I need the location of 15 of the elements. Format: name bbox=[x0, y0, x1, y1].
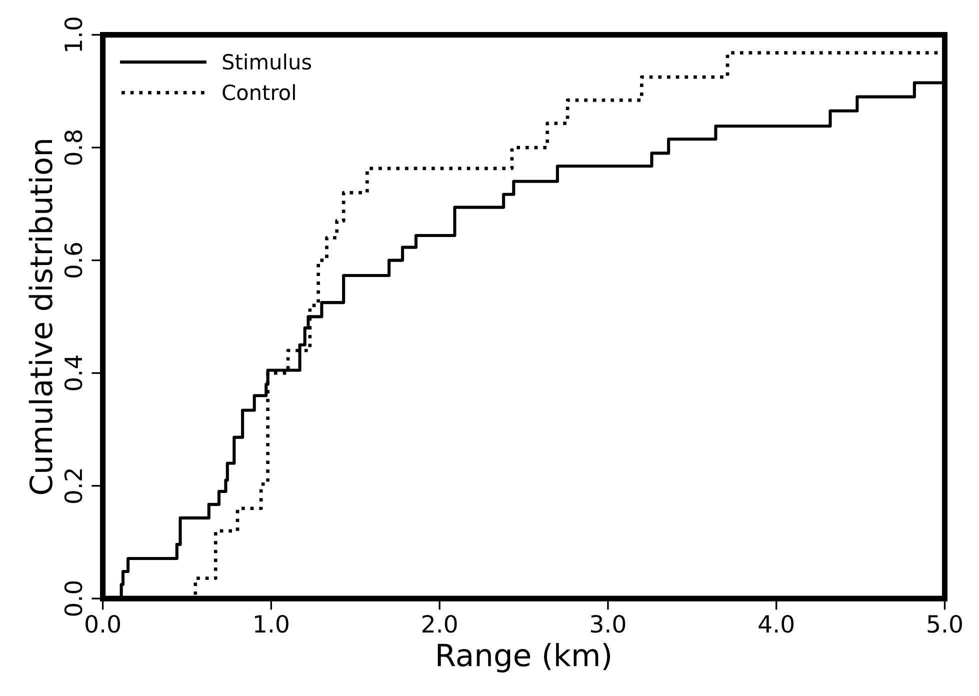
x-tick-label: 2.0 bbox=[422, 614, 457, 633]
x-tick-label: 0.0 bbox=[86, 614, 120, 633]
y-tick-label: 1.0 bbox=[64, 18, 82, 51]
y-tick-label: 0.4 bbox=[64, 356, 82, 390]
x-tick-label: 1.0 bbox=[255, 614, 288, 633]
legend-label: Control bbox=[222, 84, 295, 100]
x-tick-label: 5.0 bbox=[928, 614, 962, 633]
y-axis-title: Cumulative distribution bbox=[28, 140, 52, 494]
y-tick-label: 0.8 bbox=[64, 130, 82, 165]
y-tick-label: 0.2 bbox=[64, 469, 82, 504]
x-tick-label: 4.0 bbox=[758, 614, 794, 633]
legend-label: Stimulus bbox=[222, 54, 312, 70]
x-tick-label: 3.0 bbox=[590, 614, 626, 633]
y-tick-label: 0.6 bbox=[64, 243, 82, 278]
x-axis-title: Range (km) bbox=[438, 642, 610, 673]
